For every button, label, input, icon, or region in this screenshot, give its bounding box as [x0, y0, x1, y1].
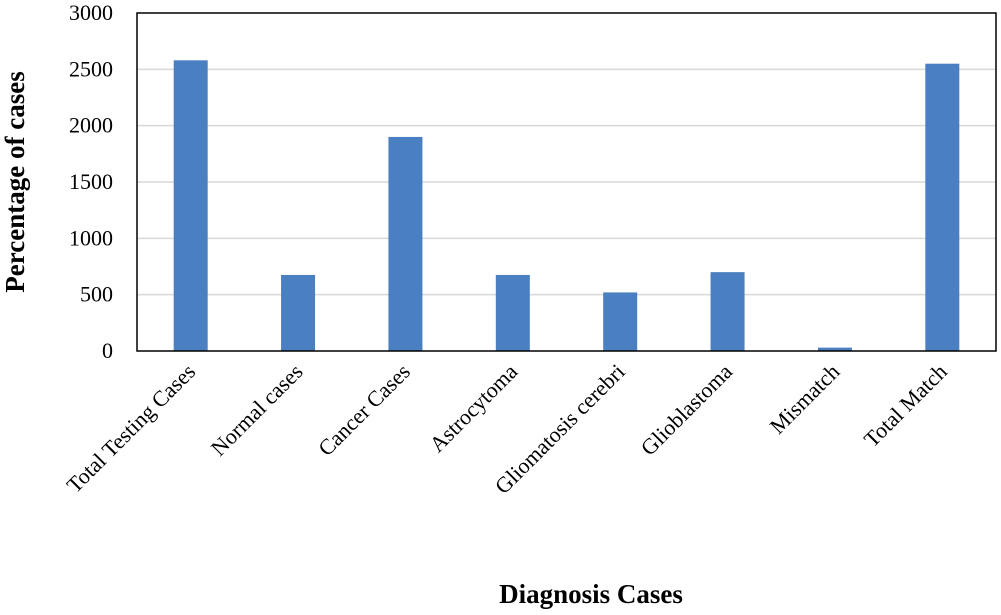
bar-7	[925, 63, 960, 351]
x-category-label: Glioblastoma	[636, 359, 738, 461]
bar-6	[817, 347, 852, 351]
x-category-label: Total Testing Cases	[61, 359, 200, 498]
y-tick-label: 1500	[69, 169, 113, 194]
bar-4	[603, 292, 638, 351]
bar-1	[281, 274, 316, 351]
y-tick-label: 0	[102, 338, 113, 363]
y-tick-label: 2500	[69, 56, 113, 81]
x-category-label: Astrocytoma	[424, 359, 522, 457]
bar-5	[710, 272, 745, 351]
y-tick-label: 500	[80, 282, 113, 307]
bar-0	[173, 60, 208, 351]
bar-2	[388, 136, 423, 351]
x-category-label: Total Match	[859, 359, 952, 452]
x-category-label: Cancer Cases	[313, 359, 415, 461]
x-category-label: Mismatch	[765, 359, 845, 439]
bar-3	[495, 274, 530, 351]
x-category-label: Normal cases	[206, 359, 308, 461]
x-axis-title: Diagnosis Cases	[499, 579, 683, 609]
y-axis-title: Percentage of cases	[0, 71, 30, 292]
y-tick-label: 1000	[69, 225, 113, 250]
plot-frame	[136, 12, 997, 352]
y-tick-label: 2000	[69, 113, 113, 138]
y-tick-label: 3000	[69, 0, 113, 25]
